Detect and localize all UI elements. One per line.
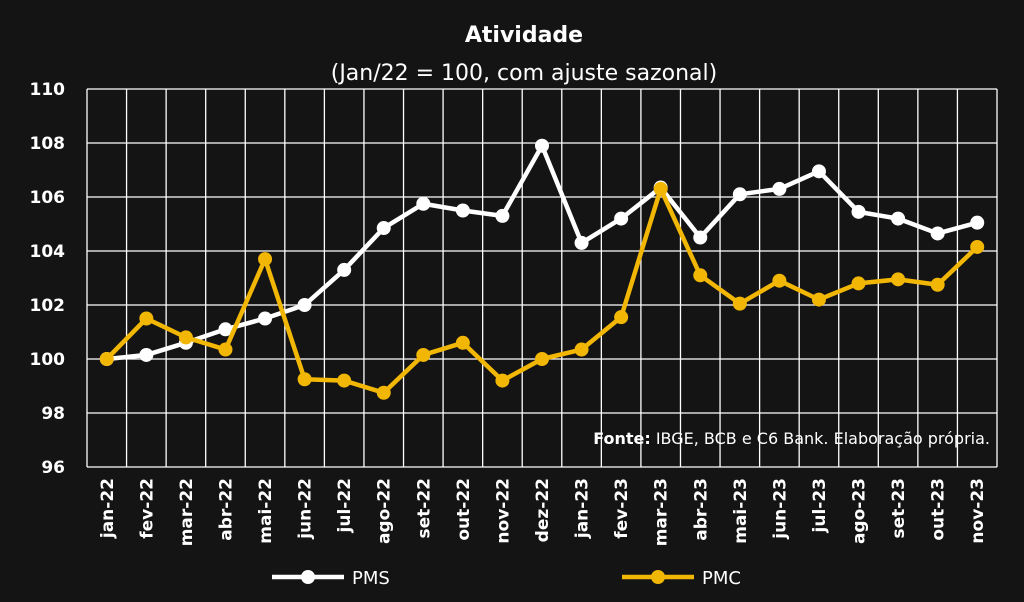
x-tick-label: out-22 bbox=[454, 478, 474, 541]
x-tick-label: jun-23 bbox=[770, 478, 790, 540]
x-tick-label: abr-22 bbox=[216, 478, 236, 541]
x-tick-label: mai-23 bbox=[731, 478, 751, 544]
data-point bbox=[693, 230, 708, 245]
data-point bbox=[376, 221, 391, 236]
x-tick-label: nov-23 bbox=[968, 478, 988, 544]
x-tick-label: set-22 bbox=[414, 478, 434, 539]
data-point bbox=[416, 347, 431, 362]
legend-label: PMS bbox=[352, 568, 390, 589]
x-tick-label: jun-22 bbox=[296, 478, 316, 540]
data-point bbox=[218, 342, 233, 357]
data-point bbox=[614, 211, 629, 226]
x-axis-ticks: jan-22 fev-22 mar-22 abr-22 mai-22 jun-22 jul-… bbox=[98, 478, 988, 546]
data-point bbox=[732, 187, 747, 202]
source-annotation: Fonte: IBGE, BCB e C6 Bank. Elaboração p… bbox=[593, 429, 990, 448]
data-point bbox=[811, 164, 826, 179]
legend-item-pms: PMS bbox=[272, 568, 390, 589]
data-point bbox=[970, 215, 985, 230]
y-tick-label: 102 bbox=[30, 296, 66, 316]
data-point bbox=[337, 262, 352, 277]
source-text: IBGE, BCB e C6 Bank. Elaboração própria. bbox=[651, 429, 990, 448]
data-point bbox=[574, 235, 589, 250]
data-point bbox=[376, 385, 391, 400]
data-point bbox=[297, 372, 312, 387]
data-point bbox=[297, 298, 312, 312]
x-tick-label: out-23 bbox=[929, 478, 949, 541]
x-tick-label: mar-22 bbox=[177, 478, 197, 546]
y-tick-label: 100 bbox=[30, 350, 66, 370]
x-tick-label: mai-22 bbox=[256, 478, 276, 544]
grid bbox=[86, 88, 998, 468]
data-point bbox=[732, 296, 747, 311]
data-point bbox=[455, 335, 470, 350]
y-tick-label: 110 bbox=[30, 80, 66, 100]
series-layer bbox=[99, 138, 985, 400]
x-tick-label: fev-22 bbox=[137, 478, 157, 539]
source-label: Fonte: bbox=[593, 429, 651, 448]
x-tick-label: fev-23 bbox=[612, 478, 632, 539]
data-point bbox=[851, 204, 866, 219]
data-point bbox=[891, 272, 906, 287]
y-tick-label: 98 bbox=[41, 404, 65, 424]
y-axis-ticks: 96 98 100 102 104 106 108 110 bbox=[30, 80, 66, 478]
y-tick-label: 104 bbox=[30, 242, 66, 262]
data-point bbox=[930, 226, 945, 241]
data-point bbox=[614, 310, 629, 325]
data-point bbox=[851, 276, 866, 291]
x-tick-label: ago-22 bbox=[375, 478, 395, 544]
x-tick-label: jul-23 bbox=[810, 478, 830, 533]
x-tick-label: nov-22 bbox=[493, 478, 513, 544]
legend: PMS PMC bbox=[272, 568, 741, 589]
y-tick-label: 96 bbox=[41, 458, 65, 478]
series-pms bbox=[99, 138, 985, 366]
data-point bbox=[495, 373, 510, 388]
data-point bbox=[653, 181, 668, 196]
legend-item-pmc: PMC bbox=[622, 568, 741, 589]
x-tick-label: mar-23 bbox=[652, 478, 672, 546]
data-point bbox=[99, 352, 114, 366]
data-point bbox=[258, 252, 273, 267]
data-point bbox=[811, 292, 826, 307]
x-tick-label: jan-23 bbox=[573, 478, 593, 539]
data-point bbox=[337, 373, 352, 388]
x-tick-label: abr-23 bbox=[691, 478, 711, 541]
data-point bbox=[495, 208, 510, 223]
x-tick-label: set-23 bbox=[889, 478, 909, 539]
data-point bbox=[693, 268, 708, 283]
data-point bbox=[455, 203, 470, 218]
x-tick-label: ago-23 bbox=[850, 478, 870, 544]
data-point bbox=[139, 347, 154, 362]
legend-label: PMC bbox=[702, 568, 741, 589]
y-tick-label: 106 bbox=[30, 188, 66, 208]
data-point bbox=[535, 352, 549, 366]
x-tick-label: jul-22 bbox=[335, 478, 355, 533]
data-point bbox=[535, 138, 549, 153]
data-point bbox=[891, 211, 906, 226]
x-tick-label: jan-22 bbox=[98, 478, 118, 539]
data-point bbox=[930, 277, 945, 292]
data-point bbox=[574, 342, 589, 357]
y-tick-label: 108 bbox=[30, 134, 66, 154]
data-point bbox=[258, 311, 273, 326]
series-pmc bbox=[99, 181, 985, 400]
data-point bbox=[416, 196, 431, 211]
chart-subtitle: (Jan/22 = 100, com ajuste sazonal) bbox=[331, 61, 718, 86]
data-point bbox=[772, 273, 787, 288]
x-tick-label: dez-22 bbox=[533, 478, 553, 542]
data-point bbox=[139, 311, 154, 326]
data-point bbox=[970, 239, 985, 254]
legend-swatch-marker bbox=[301, 570, 315, 584]
chart-title: Atividade bbox=[465, 23, 583, 48]
data-point bbox=[178, 330, 193, 345]
data-point bbox=[772, 181, 787, 196]
legend-swatch-marker bbox=[651, 570, 665, 584]
data-point bbox=[218, 322, 233, 337]
